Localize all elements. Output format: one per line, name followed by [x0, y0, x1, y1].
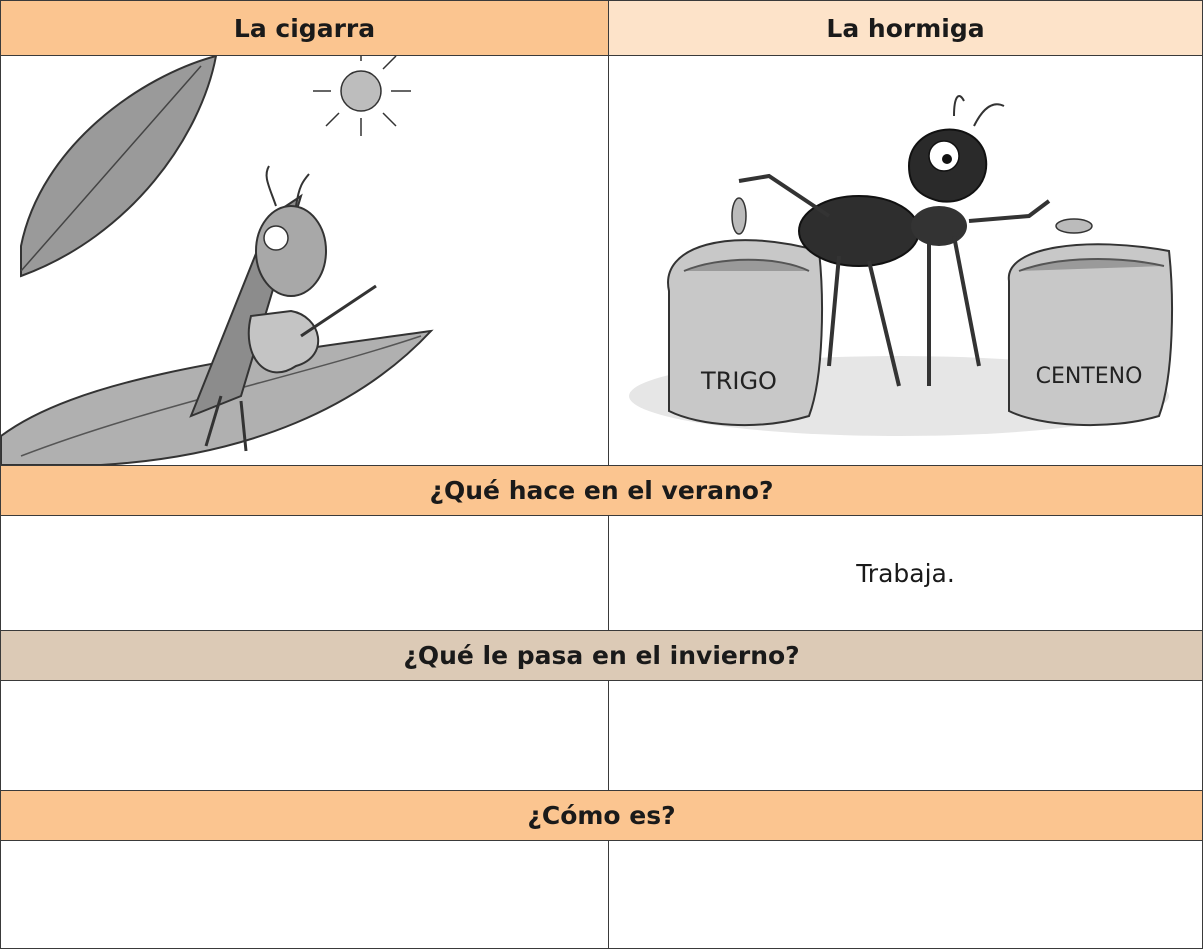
cicada-illustration: [1, 56, 434, 465]
ant-illustration: TRIGO CENTENO: [629, 95, 1173, 436]
question-header: ¿Qué le pasa en el invierno?: [0, 630, 1203, 681]
answer-cell: [0, 680, 609, 791]
answer-cell: Trabaja.: [608, 515, 1203, 631]
answer-cell: [608, 680, 1203, 791]
column-header: La hormiga: [608, 0, 1203, 56]
question-header: ¿Qué hace en el verano?: [0, 465, 1203, 516]
column-header: La cigarra: [0, 0, 609, 56]
cicada-cell: [0, 55, 609, 466]
answer-cell: [0, 515, 609, 631]
answer-cell: [0, 840, 609, 949]
sack-label: CENTENO: [1036, 364, 1143, 389]
answer-cell: [608, 840, 1203, 949]
ant-cell: TRIGO CENTENO: [608, 55, 1203, 466]
sack-label: TRIGO: [700, 367, 777, 395]
question-header: ¿Cómo es?: [0, 790, 1203, 841]
